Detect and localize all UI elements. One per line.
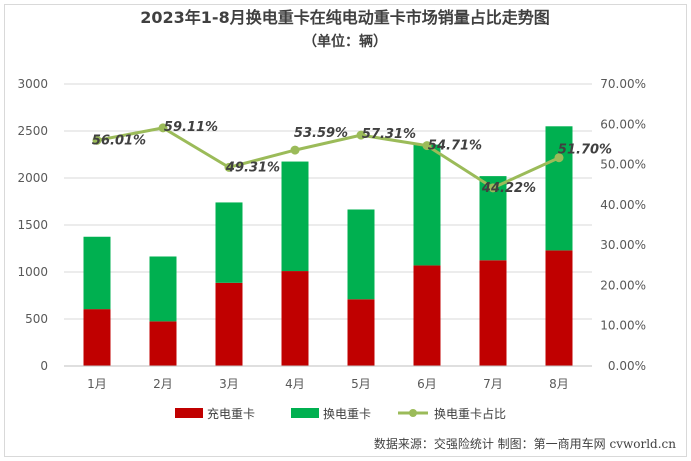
bar-charge xyxy=(149,321,177,366)
y-left-tick-label: 2000 xyxy=(17,171,48,185)
share-point xyxy=(290,145,300,155)
legend: 充电重卡 换电重卡 换电重卡占比 xyxy=(175,406,506,421)
bar-charge xyxy=(215,282,243,366)
bar-swap xyxy=(215,202,243,283)
gridlines xyxy=(64,83,592,320)
share-data-label: 54.71% xyxy=(428,139,482,154)
share-point xyxy=(488,183,498,193)
y-right-tick-label: 20.00% xyxy=(600,278,646,292)
source-note: 数据来源：交强险统计 制图：第一商用车网 cvworld.cn xyxy=(374,436,676,451)
share-line-series xyxy=(92,123,564,193)
share-data-label: 56.01% xyxy=(92,133,146,148)
legend-swatch xyxy=(291,408,319,418)
y-axis-left: 0 500 1000 1500 2000 2500 3000 xyxy=(17,77,48,373)
share-labels: 56.01% 59.11% 49.31% 53.59% 57.31% 54.71% 44.2… xyxy=(92,120,612,196)
bar-swap xyxy=(149,256,177,322)
y-left-tick-label: 0 xyxy=(40,359,48,373)
y-right-tick-label: 30.00% xyxy=(600,238,646,252)
share-data-label: 57.31% xyxy=(362,127,416,142)
x-tick-label: 8月 xyxy=(549,377,569,391)
x-tick-label: 7月 xyxy=(483,377,503,391)
share-data-label: 51.70% xyxy=(558,143,612,158)
bar-swap xyxy=(281,161,309,272)
bar-swap xyxy=(545,126,573,251)
share-point xyxy=(224,162,234,172)
y-right-tick-label: 60.00% xyxy=(600,117,646,131)
legend-label: 换电重卡 xyxy=(323,407,371,421)
share-data-label: 59.11% xyxy=(164,120,218,135)
legend-label: 换电重卡占比 xyxy=(434,406,506,421)
chart-subtitle: （单位：辆） xyxy=(303,33,387,50)
y-right-tick-label: 10.00% xyxy=(600,319,646,333)
share-data-label: 53.59% xyxy=(294,126,348,141)
bar-charge xyxy=(281,271,309,366)
x-axis: 1月 2月 3月 4月 5月 6月 7月 8月 xyxy=(64,365,592,391)
x-tick-label: 2月 xyxy=(153,377,173,391)
y-right-tick-label: 40.00% xyxy=(600,198,646,212)
share-point xyxy=(158,123,168,133)
share-point xyxy=(422,141,432,151)
y-right-tick-label: 70.00% xyxy=(600,77,646,91)
y-left-tick-label: 1000 xyxy=(17,265,48,279)
x-tick-label: 1月 xyxy=(87,377,107,391)
y-left-tick-label: 1500 xyxy=(17,218,48,232)
legend-swatch xyxy=(175,408,203,418)
y-left-tick-label: 3000 xyxy=(17,77,48,91)
share-data-label: 44.22% xyxy=(481,181,536,196)
share-line xyxy=(96,126,560,190)
chart-title: 2023年1-8月换电重卡在纯电动重卡市场销量占比走势图 xyxy=(140,8,549,27)
bar-swap xyxy=(83,236,111,310)
y-axis-right: 0.00% 10.00% 20.00% 30.00% 40.00% 50.00% 60.00… xyxy=(600,77,646,373)
bar-charge xyxy=(479,260,507,366)
share-data-label: 49.31% xyxy=(225,160,280,175)
share-point xyxy=(92,135,102,145)
x-tick-label: 5月 xyxy=(351,377,371,391)
x-tick-label: 6月 xyxy=(417,377,437,391)
bar-charge xyxy=(545,250,573,366)
y-left-tick-label: 2500 xyxy=(17,124,48,138)
legend-marker xyxy=(409,409,417,417)
y-left-tick-label: 500 xyxy=(25,312,48,326)
x-tick-label: 3月 xyxy=(219,377,239,391)
bar-swap xyxy=(413,144,441,266)
y-right-tick-label: 0.00% xyxy=(608,359,646,373)
legend-label: 充电重卡 xyxy=(207,406,255,421)
bar-swap xyxy=(347,209,375,300)
share-point xyxy=(356,130,366,140)
bar-charge xyxy=(83,309,111,366)
share-point xyxy=(554,153,564,163)
chart-frame xyxy=(4,4,687,457)
bars xyxy=(83,126,573,366)
bar-charge xyxy=(347,299,375,366)
bar-charge xyxy=(413,265,441,366)
x-tick-label: 4月 xyxy=(285,377,305,391)
y-right-tick-label: 50.00% xyxy=(600,158,646,172)
